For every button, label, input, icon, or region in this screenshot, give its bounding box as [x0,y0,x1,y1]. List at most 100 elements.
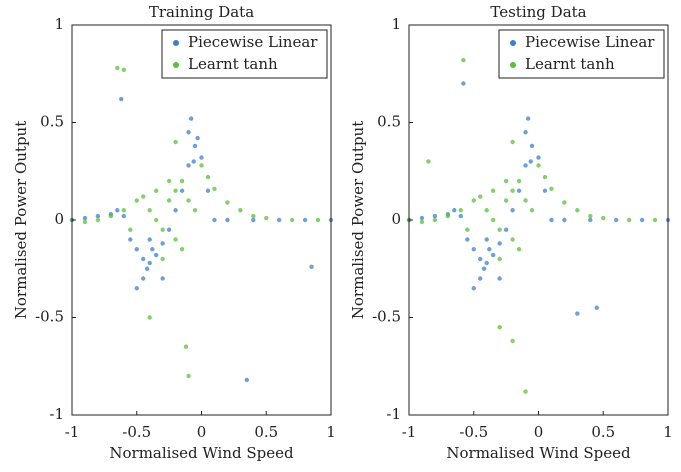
scatter-point [251,213,256,219]
scatter-point [497,227,502,232]
scatter-point [141,194,146,199]
scatter-point [419,215,425,221]
scatter-point [115,208,120,213]
scatter-point [471,247,476,252]
scatter-point [147,260,152,266]
scatter-point [160,256,165,262]
scatter-point [244,377,250,383]
scatter-point [134,286,139,291]
scatter-point [588,213,593,219]
scatter-point [639,217,645,223]
scatter-point [205,174,211,180]
scatter-point [166,227,172,232]
y-tick-label: 0.5 [377,113,401,131]
scatter-point [186,373,191,379]
scatter-point [186,130,191,135]
scatter-point [188,116,194,121]
scatter-point [461,81,466,86]
scatter-point [150,247,155,252]
x-axis-label: Normalised Wind Speed [446,444,631,462]
scatter-point [153,252,159,258]
scatter-point [426,159,431,164]
scatter-point [289,217,295,223]
scatter-point [191,159,196,164]
scatter-point [166,178,172,184]
scatter-point [82,215,88,221]
scatter-point [484,208,489,213]
scatter-point [497,276,502,281]
scatter-point [542,174,548,180]
y-tick-label: -0.5 [372,308,401,326]
legend-box [498,29,665,79]
scatter-point [528,159,533,164]
scatter-point [458,213,463,219]
scatter-point [212,186,217,191]
scatter-point [510,139,515,145]
scatter-point [160,241,165,246]
x-tick-label: 1 [326,423,336,441]
legend-marker [510,62,516,68]
scatter-point [121,208,127,213]
scatter-point [484,260,489,266]
scatter-point [594,305,599,310]
scatter-point [160,276,165,281]
scatter-point [432,217,438,223]
scatter-point [510,338,515,344]
x-tick-label: 1 [663,423,673,441]
scatter-point [575,208,580,213]
scatter-point [309,264,314,269]
scatter-point [144,266,150,271]
scatter-point [536,163,541,168]
scatter-point [458,208,463,213]
scatter-point [465,227,470,232]
scatter-point [195,135,200,141]
legend-marker [173,62,179,68]
y-tick-label: -1 [49,405,64,423]
scatter-point [199,155,204,160]
scatter-point [212,217,217,223]
scatter-point [141,276,146,281]
scatter-point [516,188,522,193]
scatter-point [147,237,152,242]
scatter-point [147,208,152,213]
scatter-point [614,217,619,223]
scatter-point [128,227,133,232]
y-tick-label: 1 [54,15,64,33]
x-tick-label: -0.5 [122,423,151,441]
scatter-point [315,217,321,223]
scatter-point [452,208,457,213]
y-axis-label: Normalised Power Output [349,121,367,319]
x-tick-label: 0.5 [591,423,615,441]
scatter-point [529,143,535,149]
scatter-point [173,139,178,145]
chart-title: Training Data [149,3,254,21]
scatter-point [302,217,308,223]
y-tick-label: 0 [391,210,401,228]
scatter-point [516,178,522,184]
scatter-point [225,217,230,223]
y-tick-label: 0 [54,210,64,228]
scatter-point [192,143,198,149]
scatter-point [119,96,124,102]
legend-label: Piecewise Linear [188,33,318,51]
scatter-point [478,194,483,199]
x-tick-label: 0.5 [254,423,278,441]
x-tick-label: -0.5 [459,423,488,441]
scatter-point [549,186,554,191]
scatter-point [497,256,502,262]
scatter-point [516,247,522,252]
scatter-point [497,325,502,330]
scatter-point [238,208,243,213]
scatter-point [503,198,509,203]
scatter-point [173,208,178,213]
scatter-point [601,215,606,221]
scatter-point [465,237,470,242]
scatter-point [128,237,133,242]
x-axis-label: Normalised Wind Speed [109,444,294,462]
scatter-point [225,200,230,205]
scatter-point [562,200,567,205]
scatter-point [542,188,548,193]
scatter-point [173,237,178,242]
scatter-point [549,217,554,223]
scatter-point [523,130,528,135]
